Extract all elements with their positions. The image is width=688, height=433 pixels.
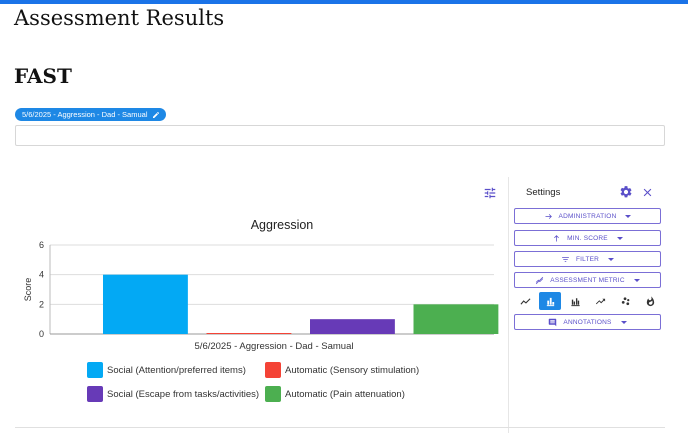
chevron-down-icon (620, 320, 627, 324)
scatter-plot-icon (621, 296, 629, 305)
legend-item-social-escape[interactable]: Social (Escape from tasks/activities) (87, 386, 259, 402)
tune-icon[interactable] (483, 186, 497, 200)
comment-icon (549, 318, 557, 326)
bar (206, 333, 292, 334)
legend-swatch-automatic-sensory (265, 362, 281, 378)
chart-type-trend-button[interactable] (589, 292, 611, 310)
chevron-down-icon (633, 278, 640, 282)
flame-icon (646, 295, 654, 306)
line-chart-icon (519, 297, 530, 305)
min-score-label: MIN. SCORE (567, 234, 608, 242)
arrow-up-icon (554, 234, 560, 241)
administration-label: ADMINISTRATION (558, 212, 617, 220)
annotations-label: ANNOTATIONS (563, 318, 612, 326)
legend-swatch-automatic-pain (265, 386, 281, 402)
top-accent-bar (0, 0, 688, 4)
assessment-metric-label: ASSESSMENT METRIC (550, 276, 625, 284)
legend-label-social-escape: Social (Escape from tasks/activities) (107, 388, 260, 400)
legend-item-automatic-pain[interactable]: Automatic (Pain attenuation) (265, 386, 405, 402)
grouped-bar-icon (570, 297, 580, 306)
y-tick-label: 2 (39, 299, 44, 309)
chart-type-heat-button[interactable] (639, 292, 661, 310)
filter-chip-label: 5/6/2025 - Aggression - Dad - Samual (22, 110, 148, 119)
chevron-down-icon (616, 236, 623, 240)
chart-type-grouped-bar-button[interactable] (564, 292, 586, 310)
min-score-button[interactable]: MIN. SCORE (514, 230, 661, 246)
chart-line-off-icon (536, 276, 544, 284)
filter-chip[interactable]: 5/6/2025 - Aggression - Dad - Samual (15, 108, 166, 121)
chevron-down-icon (608, 257, 615, 261)
bar (413, 304, 499, 334)
chevron-down-icon (625, 214, 632, 218)
legend-label-automatic-pain: Automatic (Pain attenuation) (285, 388, 405, 400)
assessment-metric-button[interactable]: ASSESSMENT METRIC (514, 272, 661, 288)
legend-label-automatic-sensory: Automatic (Sensory stimulation) (285, 364, 420, 376)
arrow-right-icon (545, 213, 552, 219)
y-tick-label: 0 (39, 329, 44, 339)
search-input[interactable] (15, 125, 665, 146)
filter-label: FILTER (575, 255, 600, 263)
legend-swatch-social-attention (87, 362, 103, 378)
chart-title: Aggression (251, 218, 314, 232)
bottom-divider (15, 427, 665, 428)
legend-label-social-attention: Social (Attention/preferred items) (107, 364, 246, 376)
y-tick-label: 4 (39, 270, 44, 280)
gear-icon[interactable] (619, 185, 633, 199)
y-axis-label: Score (23, 278, 33, 302)
annotations-button[interactable]: ANNOTATIONS (514, 314, 661, 330)
legend-item-automatic-sensory[interactable]: Automatic (Sensory stimulation) (265, 362, 419, 378)
bar (310, 319, 395, 334)
y-tick-label: 6 (39, 240, 44, 250)
bar (103, 274, 188, 334)
panel-divider (508, 177, 509, 433)
legend-swatch-social-escape (87, 386, 103, 402)
bar-chart: Aggression 0 2 4 6 Score 5/6/2025 - Aggression… (23, 218, 499, 352)
administration-button[interactable]: ADMINISTRATION (514, 208, 661, 224)
x-category-label: 5/6/2025 - Aggression - Dad - Samual (195, 341, 354, 352)
chart-type-scatter-button[interactable] (614, 292, 636, 310)
chart-area: Aggression 0 2 4 6 Score 5/6/2025 - Aggression… (0, 205, 505, 420)
chart-type-bar-button[interactable] (539, 292, 561, 310)
edit-icon[interactable] (152, 111, 160, 119)
filter-icon (562, 256, 569, 262)
trending-up-icon (595, 298, 605, 304)
page-title: Assessment Results (14, 6, 225, 30)
section-title: FAST (14, 64, 72, 88)
chart-type-selector (514, 292, 661, 310)
filter-button[interactable]: FILTER (514, 251, 661, 267)
legend-item-social-attention[interactable]: Social (Attention/preferred items) (87, 362, 246, 378)
bar-chart-icon (546, 297, 554, 306)
close-icon[interactable] (641, 186, 654, 199)
chart-type-line-button[interactable] (514, 292, 536, 310)
settings-title: Settings (526, 187, 561, 198)
